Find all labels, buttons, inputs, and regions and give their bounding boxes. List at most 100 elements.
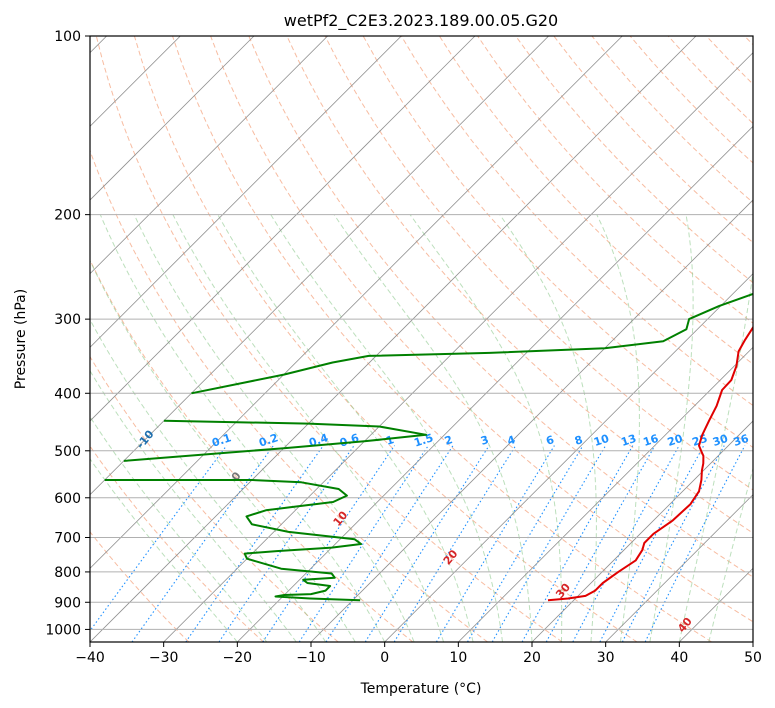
x-tick-label: 10	[449, 650, 467, 666]
dry-adiabat-line	[90, 149, 488, 642]
moist-adiabat-line	[90, 415, 268, 642]
dry-adiabat-line	[515, 36, 753, 284]
mixing-ratio-label: 13	[619, 432, 638, 449]
dewpoint-profile-line	[104, 479, 363, 602]
x-axis-label: Temperature (°C)	[360, 681, 482, 697]
y-tick-label: 600	[54, 491, 81, 507]
x-tick-label: 20	[523, 650, 541, 666]
x-tick-label: 40	[670, 650, 688, 666]
isotherm-line	[310, 199, 753, 642]
moist-adiabat-line	[90, 369, 297, 642]
mixing-ratio-label: 2	[443, 433, 454, 448]
dry-adiabat-line	[553, 36, 753, 244]
dry-adiabat-line	[591, 36, 753, 204]
mixing-ratio-label: 20	[666, 432, 685, 449]
temperature-profile-line	[547, 325, 753, 602]
mixing-ratio-line	[572, 445, 680, 642]
dry-adiabat-line	[210, 36, 753, 623]
x-tick-label: −10	[296, 650, 326, 666]
moist-adiabat-line	[172, 214, 445, 642]
mixing-ratio-line	[393, 445, 517, 642]
x-tick-label: −30	[149, 650, 179, 666]
dry-adiabat-line	[90, 531, 190, 642]
mixing-ratio-label: 30	[711, 432, 730, 449]
mixing-ratio-line	[262, 445, 396, 642]
dry-adiabat-line	[744, 36, 753, 46]
mixing-ratio-label: 36	[732, 432, 751, 449]
y-tick-label: 100	[54, 29, 81, 45]
isotherm-line	[90, 36, 255, 201]
isotherm-line	[237, 125, 753, 642]
mixing-ratio-label: 10	[592, 432, 611, 449]
mixing-ratio-label: 4	[506, 433, 518, 448]
moist-adiabat-line	[678, 268, 753, 642]
x-tick-label: −40	[75, 650, 105, 666]
mixing-ratio-line	[621, 445, 725, 642]
isotherm-line	[90, 36, 697, 642]
dry-adiabat-line	[362, 36, 753, 449]
moist-adiabat-line	[133, 214, 415, 642]
mixing-ratio-label: 0.1	[210, 431, 233, 449]
x-tick-label: −20	[223, 650, 253, 666]
plot-frame	[89, 35, 754, 643]
dry-adiabat-line	[90, 355, 339, 642]
y-tick-label: 300	[54, 312, 81, 328]
mixing-ratio-label: 0.2	[257, 431, 280, 449]
moist-adiabat-line	[90, 457, 238, 642]
x-tick-label: 50	[744, 650, 762, 666]
mixing-ratio-label: 1	[384, 433, 395, 448]
dry-adiabat-line	[438, 36, 753, 365]
moist-adiabat-line	[409, 214, 563, 642]
dry-adiabat-line	[286, 36, 753, 534]
mixing-ratio-line	[521, 445, 634, 642]
y-tick-label: 200	[54, 208, 81, 224]
x-tick-label: 0	[380, 650, 389, 666]
moist-adiabat-line	[649, 214, 694, 642]
isotherm-line	[679, 567, 753, 642]
isotherm-line	[752, 641, 753, 642]
y-tick-label: 700	[54, 531, 81, 547]
dry-adiabat-line	[400, 36, 753, 407]
dry-adiabat-line	[172, 36, 712, 642]
moist-adiabat-line	[217, 214, 474, 642]
mixing-ratio-label: 0.6	[338, 431, 361, 449]
mixing-ratio-line	[644, 445, 746, 642]
dewpoint-top-profile-line	[191, 292, 753, 395]
y-tick-label: 900	[54, 595, 81, 611]
mixing-ratio-line	[545, 445, 656, 642]
mixing-ratio-line	[599, 445, 705, 642]
y-tick-label: 1000	[45, 622, 81, 638]
isotherm-line	[90, 36, 402, 348]
dry-adiabat-line	[248, 36, 753, 578]
y-tick-label: 400	[54, 386, 81, 402]
mixing-ratio-label: 6	[544, 433, 556, 448]
mixing-ratio-line	[218, 445, 355, 642]
mixing-ratio-line	[90, 445, 228, 632]
isotherm-line	[163, 52, 753, 642]
dry-adiabat-label: 0	[229, 469, 244, 483]
mixing-ratio-line	[325, 445, 454, 642]
chart-title: wetPf2_C2E3.2023.189.00.05.G20	[284, 11, 558, 31]
isotherm-line	[531, 420, 753, 642]
mixing-ratio-label: 3	[479, 433, 490, 448]
y-axis-label: Pressure (hPa)	[13, 289, 29, 389]
y-tick-label: 800	[54, 565, 81, 581]
moist-adiabat-line	[596, 214, 640, 642]
dry-adiabat-line	[95, 36, 563, 642]
isotherm-line	[384, 273, 753, 642]
mixing-ratio-line	[467, 445, 584, 642]
dewpoint-upper-profile-line	[123, 419, 428, 462]
mixing-ratio-line	[131, 445, 274, 642]
dry-adiabat-line	[667, 36, 753, 125]
x-tick-label: 30	[597, 650, 615, 666]
mixing-ratio-line	[298, 445, 429, 642]
moist-adiabat-line	[90, 318, 327, 642]
mixing-ratio-line	[364, 445, 490, 642]
isotherm-line	[458, 346, 753, 642]
y-tick-label: 500	[54, 444, 81, 460]
isotherm-line	[90, 36, 549, 496]
mixing-ratio-line	[185, 445, 324, 642]
dry-adiabat-line	[705, 36, 753, 85]
moist-adiabat-line	[99, 214, 386, 642]
